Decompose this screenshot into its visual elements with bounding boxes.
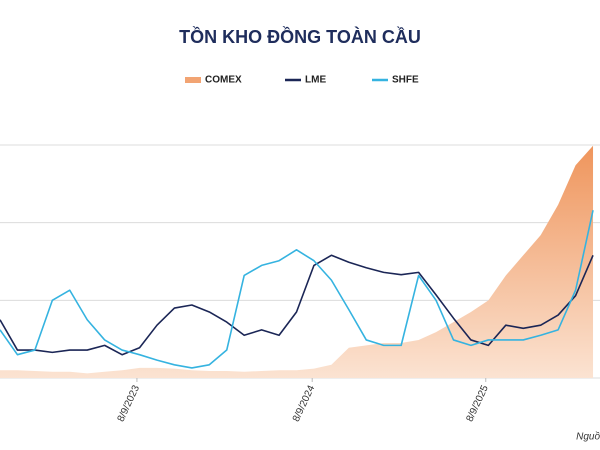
area-comex [0,145,594,378]
legend-label: COMEX [205,75,242,86]
plot-area [0,145,594,378]
x-tick-label: 8/9/2024 [291,383,318,423]
x-tick-label: 8/9/2023 [116,383,143,423]
source-note: Nguồ [576,431,600,443]
legend-label: SHFE [392,75,419,86]
x-tick-label: 8/9/2025 [464,383,491,423]
legend-label: LME [305,75,326,86]
legend-swatch [185,77,201,83]
line-lme [0,254,594,356]
chart-title: TỒN KHO ĐỒNG TOÀN CẦU [179,26,421,47]
line-shfe [0,210,594,369]
legend: COMEX LME SHFE [185,75,419,86]
